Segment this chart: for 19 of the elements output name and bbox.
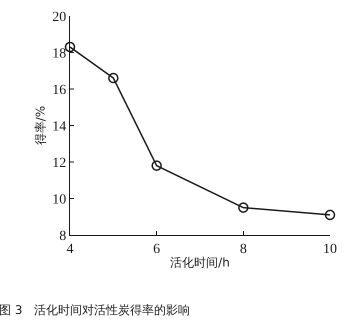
y-tick-label: 10 (52, 192, 66, 208)
x-tick-label: 8 (240, 242, 247, 257)
point (64, 42, 76, 52)
x-tick-label: 4 (66, 242, 74, 257)
point (108, 72, 119, 84)
point (238, 202, 249, 213)
x-tick-label: 10 (323, 242, 337, 257)
y-tick-label: 18 (52, 46, 66, 62)
y-tick-label: 20 (52, 10, 66, 25)
point (324, 210, 336, 220)
y-tick-label: 8 (59, 228, 66, 244)
x-tick-label: 6 (153, 242, 160, 257)
x-axis-title: 活化时间/h (170, 256, 230, 270)
caption: 图 3 活化时间对活性炭得率的影响 (0, 303, 190, 317)
y-tick-label: 16 (52, 82, 66, 98)
y-axis-title: 得率/% (34, 106, 48, 146)
point (151, 160, 162, 171)
y-tick-label: 14 (52, 119, 66, 134)
y-tick-label: 12 (52, 156, 66, 171)
